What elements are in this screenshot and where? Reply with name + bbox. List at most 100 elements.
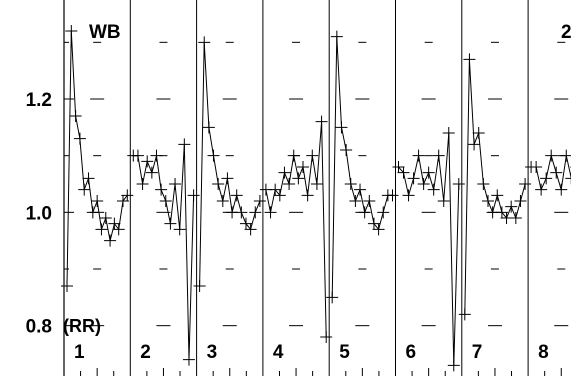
data-point	[310, 178, 323, 190]
data-point	[386, 189, 399, 202]
data-point	[452, 178, 465, 190]
data-point	[287, 149, 300, 162]
data-point	[182, 353, 195, 366]
data-point	[264, 206, 277, 219]
data-point	[207, 149, 220, 162]
data-point	[99, 212, 112, 224]
data-point	[82, 172, 95, 185]
data-point	[358, 206, 371, 219]
data-point	[320, 331, 333, 343]
data-point	[545, 149, 558, 162]
data-point	[540, 172, 553, 185]
data-point	[221, 172, 234, 185]
data-point	[61, 280, 73, 292]
data-point	[422, 166, 435, 179]
data-point	[535, 183, 548, 196]
data-point	[372, 223, 385, 236]
data-point	[121, 189, 134, 202]
data-point	[104, 234, 117, 247]
data-point	[377, 206, 390, 219]
series-line	[133, 144, 195, 360]
data-point	[283, 178, 296, 190]
data-point	[442, 127, 455, 139]
data-point	[244, 223, 257, 236]
data-point	[437, 195, 450, 207]
data-point	[344, 178, 357, 190]
data-point	[155, 183, 168, 196]
data-point	[367, 217, 380, 230]
series-line	[199, 42, 261, 287]
data-point	[505, 200, 518, 213]
data-point	[131, 149, 144, 162]
data-point	[73, 132, 86, 145]
chart-series	[61, 25, 571, 372]
data-point	[178, 138, 191, 151]
y-tick-label: 1.0	[26, 203, 52, 224]
data-point	[297, 161, 310, 173]
data-point	[112, 223, 125, 236]
series-line	[331, 36, 393, 298]
data-point	[397, 166, 410, 179]
data-point	[239, 217, 252, 230]
data-point	[69, 110, 82, 122]
data-point	[560, 149, 571, 162]
data-point	[468, 138, 481, 151]
data-point	[216, 195, 229, 207]
data-point	[463, 53, 476, 66]
data-point	[230, 189, 243, 202]
panel-label: 1	[74, 342, 85, 363]
data-point	[330, 30, 343, 43]
data-point	[315, 115, 328, 128]
y-axis-label: (RR)	[63, 316, 101, 336]
data-point	[278, 166, 291, 179]
data-point	[477, 178, 490, 190]
panel-label: 2	[140, 342, 151, 363]
y-tick-label: 1.2	[26, 90, 52, 111]
data-point	[292, 172, 305, 185]
data-point	[509, 212, 522, 224]
data-point	[169, 178, 182, 190]
data-point	[458, 308, 471, 321]
data-point	[519, 178, 532, 190]
data-point	[159, 195, 172, 207]
data-point	[326, 291, 339, 304]
chart-labels: WB 2 (RR) 0.8 1.0 1.2 1 2 3 4 5 6 7 8	[26, 22, 571, 363]
data-point	[202, 121, 215, 134]
data-point	[481, 195, 494, 207]
data-point	[402, 189, 415, 202]
chart-corner-label: 2	[561, 22, 571, 43]
panel-label: 4	[273, 342, 284, 363]
data-point	[412, 149, 425, 162]
panel-label: 7	[472, 342, 483, 363]
data-point	[78, 183, 91, 196]
data-point	[164, 217, 177, 230]
data-point	[427, 183, 440, 196]
data-point	[530, 161, 543, 173]
data-point	[514, 195, 527, 207]
data-point	[550, 166, 563, 179]
data-point	[392, 161, 405, 173]
data-point	[565, 172, 571, 185]
series-line	[265, 121, 327, 338]
data-point	[235, 206, 248, 219]
data-point	[495, 206, 508, 219]
data-point	[141, 155, 154, 168]
series-line	[464, 59, 526, 315]
data-point	[136, 178, 149, 190]
data-point	[95, 223, 108, 236]
data-point	[306, 149, 319, 162]
data-point	[472, 127, 485, 139]
data-point	[407, 172, 420, 185]
data-point	[555, 183, 568, 196]
chart-axes	[63, 0, 569, 376]
data-point	[212, 178, 225, 190]
data-point	[491, 189, 504, 202]
data-point	[86, 206, 99, 219]
panel-label: 6	[406, 342, 417, 363]
data-point	[447, 359, 460, 372]
panel-label: 3	[207, 342, 218, 363]
data-point	[65, 25, 78, 37]
panel-label: 5	[339, 342, 350, 363]
data-point	[417, 178, 430, 190]
data-point	[349, 195, 362, 207]
